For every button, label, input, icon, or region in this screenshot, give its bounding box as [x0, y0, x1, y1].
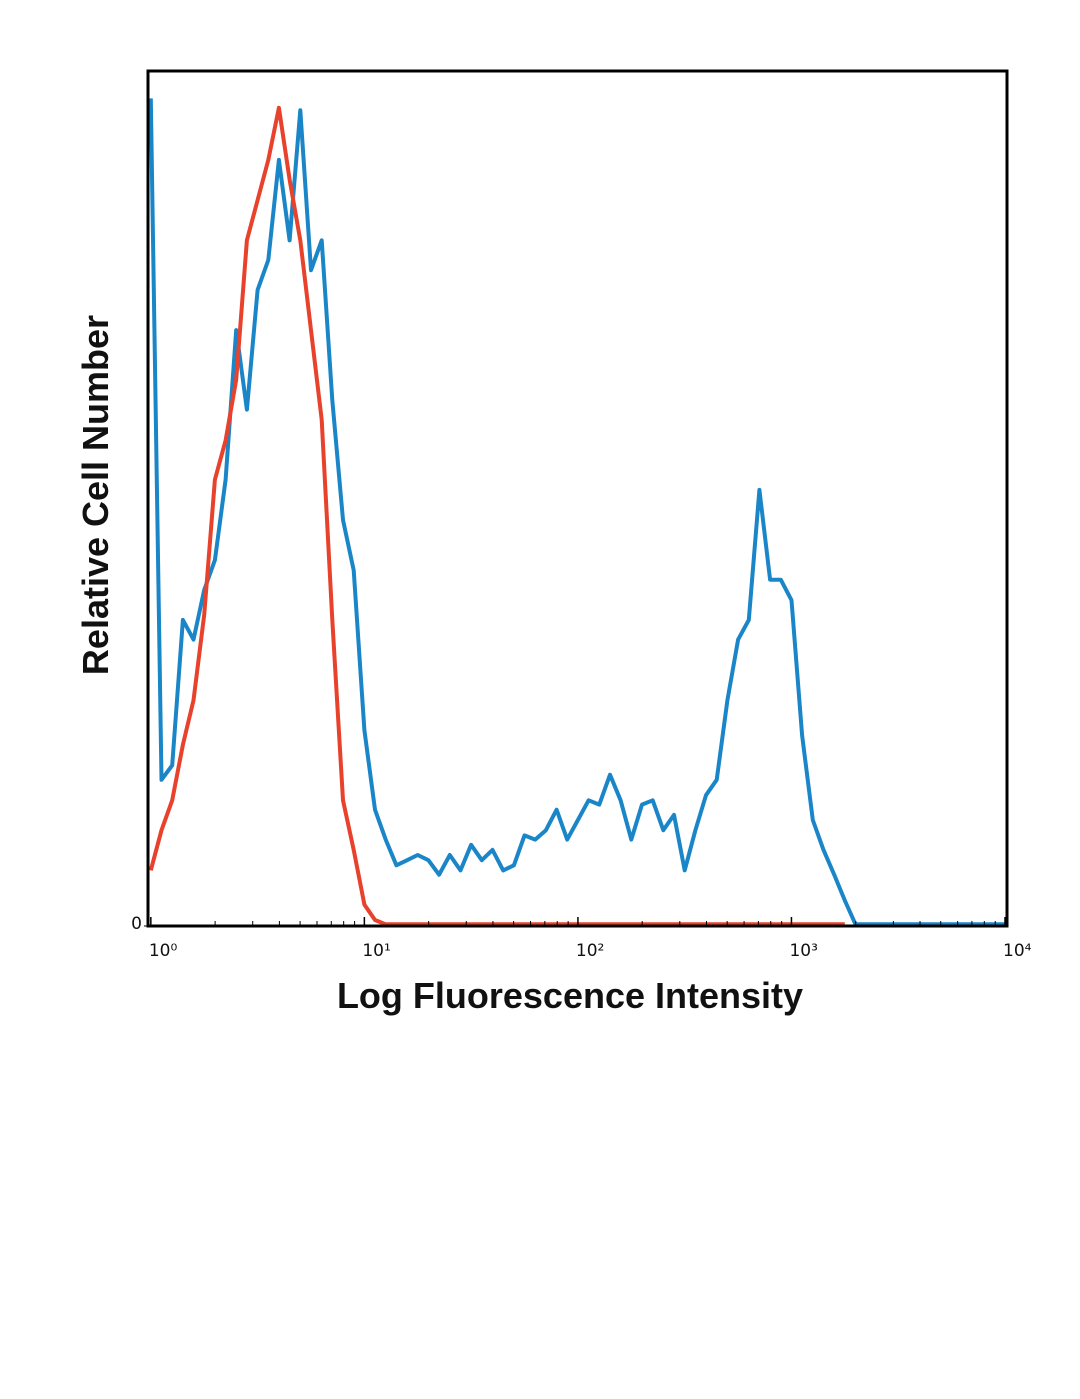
- series-line: [148, 105, 845, 927]
- x-tick-label: 10⁰: [149, 941, 178, 961]
- x-tick-label: 10⁴: [1003, 941, 1032, 961]
- series-line: [148, 98, 1005, 927]
- x-tick-label: 10³: [789, 941, 817, 961]
- y-axis-title: Relative Cell Number: [75, 315, 116, 675]
- x-axis-title: Log Fluorescence Intensity: [337, 975, 803, 1016]
- x-tick-label: 10¹: [362, 941, 390, 961]
- plot-frame: [146, 69, 1009, 928]
- y-tick-label: 0: [131, 914, 142, 934]
- x-tick-label: 10²: [576, 941, 604, 961]
